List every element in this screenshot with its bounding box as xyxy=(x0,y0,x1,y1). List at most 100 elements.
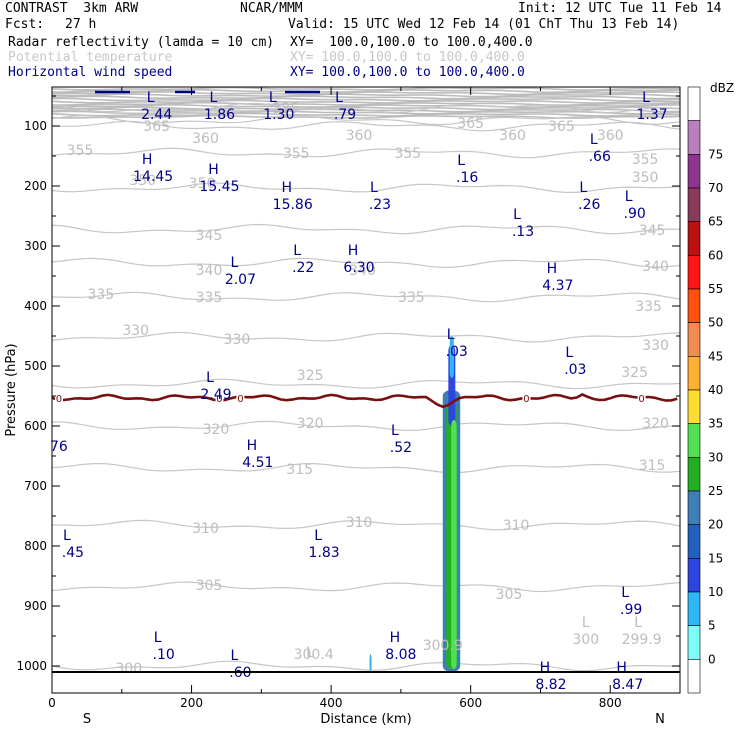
colorbar: 0 5 10 15 20 25 30 35 40 45 50 55 60 65 70 75 dBZ xyxy=(687,81,734,694)
y-axis-label: Pressure (hPa) xyxy=(4,343,19,436)
wind-value-label: 15.45 xyxy=(199,179,239,195)
wind-high-marker: H xyxy=(390,630,401,646)
wind-low-marker: L xyxy=(210,90,218,106)
reflectivity-cell xyxy=(369,654,372,672)
wind-value-label: .90 xyxy=(624,206,646,222)
wind-value-label: .66 xyxy=(589,149,611,165)
theta-label: 300 xyxy=(115,661,142,677)
colorbar-tick-label: 65 xyxy=(708,215,723,229)
init-time: Init: 12 UTC Tue 11 Feb 14 xyxy=(518,1,722,16)
wind-low-marker: L xyxy=(621,585,629,601)
model-center: NCAR/MMM xyxy=(240,1,303,16)
y-tick-label: 800 xyxy=(24,539,47,553)
theta-label: 315 xyxy=(286,462,313,478)
y-tick-label: 1000 xyxy=(16,659,47,673)
freezing-level-label: 0 xyxy=(237,394,243,405)
wind-value-label: 4.51 xyxy=(242,455,273,471)
wind-low-marker: L xyxy=(625,189,633,205)
theta-label: 305 xyxy=(496,587,523,603)
freezing-level-label-bg xyxy=(54,391,63,404)
theta-label: 310 xyxy=(192,521,219,537)
freezing-level-label-bg xyxy=(236,391,245,404)
reflectivity-cell xyxy=(451,420,457,669)
colorbar-bin xyxy=(687,86,701,121)
wind-low-marker: L xyxy=(335,90,343,106)
wind-value-label: 6.30 xyxy=(343,260,374,276)
theta-label: 330 xyxy=(122,323,149,339)
freezing-level-label-bg xyxy=(215,391,224,404)
wind-value-label: 2.07 xyxy=(225,272,256,288)
colorbar-tick-label: 0 xyxy=(708,652,716,666)
x-tick-label: 400 xyxy=(320,696,343,710)
theta-label: 300 xyxy=(572,632,599,648)
wind-value-label: .52 xyxy=(390,440,412,456)
colorbar-bin xyxy=(687,659,701,694)
wind-high-marker: H xyxy=(348,243,359,259)
theta-contour-line xyxy=(51,223,681,235)
theta-label: 340 xyxy=(196,263,223,279)
top-contour-line xyxy=(51,91,681,96)
theta-contour-line xyxy=(51,331,681,343)
wind-low-marker: L xyxy=(154,630,162,646)
theta-contour-line xyxy=(51,581,681,593)
colorbar-tick-label: 75 xyxy=(708,147,723,161)
wind-high-marker: H xyxy=(208,162,219,178)
theta-label: 315 xyxy=(639,458,666,474)
freezing-level-contour: 0 0 0 0 0 xyxy=(51,391,678,409)
theta-label: 360 xyxy=(346,128,373,144)
y-tick-label: 600 xyxy=(24,419,47,433)
wind-low-marker: L xyxy=(147,90,155,106)
wind-low-marker: L xyxy=(230,648,238,664)
wind-low-marker: L xyxy=(579,180,587,196)
colorbar-bin xyxy=(687,288,701,323)
theta-label: 360 xyxy=(499,128,526,144)
field-xy-theta: XY= 100.0,100.0 to 100.0,400.0 xyxy=(290,50,525,65)
theta-label: 360 xyxy=(597,128,624,144)
theta-label: 355 xyxy=(632,152,659,168)
theta-label: 325 xyxy=(297,368,324,384)
wind-low-marker: L xyxy=(230,255,238,271)
field-name-wind: Horizontal wind speed xyxy=(8,65,173,80)
theta-contour-line xyxy=(51,378,681,390)
freezing-level-label: 0 xyxy=(638,394,644,405)
field-xy-wind: XY= 100.0,100.0 to 100.0,400.0 xyxy=(290,65,525,80)
top-contour-line xyxy=(51,114,681,119)
theta-label: 330 xyxy=(224,332,251,348)
theta-label: 385 xyxy=(272,101,299,117)
colorbar-bin xyxy=(687,322,701,357)
colorbar-bin xyxy=(687,625,701,660)
colorbar-bin xyxy=(687,524,701,559)
theta-label: 365 xyxy=(548,119,575,135)
theta-contour-line xyxy=(51,147,681,159)
wind-low-marker: L xyxy=(293,243,301,259)
theta-low-marker: L xyxy=(582,615,590,631)
colorbar-unit: dBZ xyxy=(710,81,734,95)
top-contour-line xyxy=(51,97,681,102)
theta-label: 360 xyxy=(192,131,219,147)
top-contour-line xyxy=(51,104,680,109)
wind-value-label: 1.83 xyxy=(309,545,340,561)
colorbar-bin xyxy=(687,221,701,256)
theta-label: 350 xyxy=(189,176,216,192)
theta-label: 340 xyxy=(642,259,669,275)
y-tick-label: 100 xyxy=(24,119,47,133)
colorbar-bin xyxy=(687,490,701,525)
forecast-hour: 27 h xyxy=(65,17,97,32)
y-tick-label: 900 xyxy=(24,599,47,613)
top-contour-line xyxy=(52,93,681,98)
x-tick-label: 600 xyxy=(459,696,482,710)
x-axis-label: Distance (km) xyxy=(320,712,411,727)
colorbar-tick-label: 10 xyxy=(708,585,723,599)
reflectivity-fill xyxy=(369,336,461,672)
wind-edge-value: 76 xyxy=(50,439,68,455)
wind-value-label: .03 xyxy=(446,344,468,360)
theta-label: 300.4 xyxy=(294,647,334,663)
colorbar-tick-label: 35 xyxy=(708,417,723,431)
wind-value-label: .13 xyxy=(512,224,534,240)
x-tick-label: 200 xyxy=(180,696,203,710)
wind-high-marker: H xyxy=(616,660,627,676)
field-name-reflectivity: Radar reflectivity (lamda = 10 cm) xyxy=(8,35,275,50)
theta-label: 350 xyxy=(129,173,156,189)
wind-value-label: 14.45 xyxy=(133,169,173,185)
